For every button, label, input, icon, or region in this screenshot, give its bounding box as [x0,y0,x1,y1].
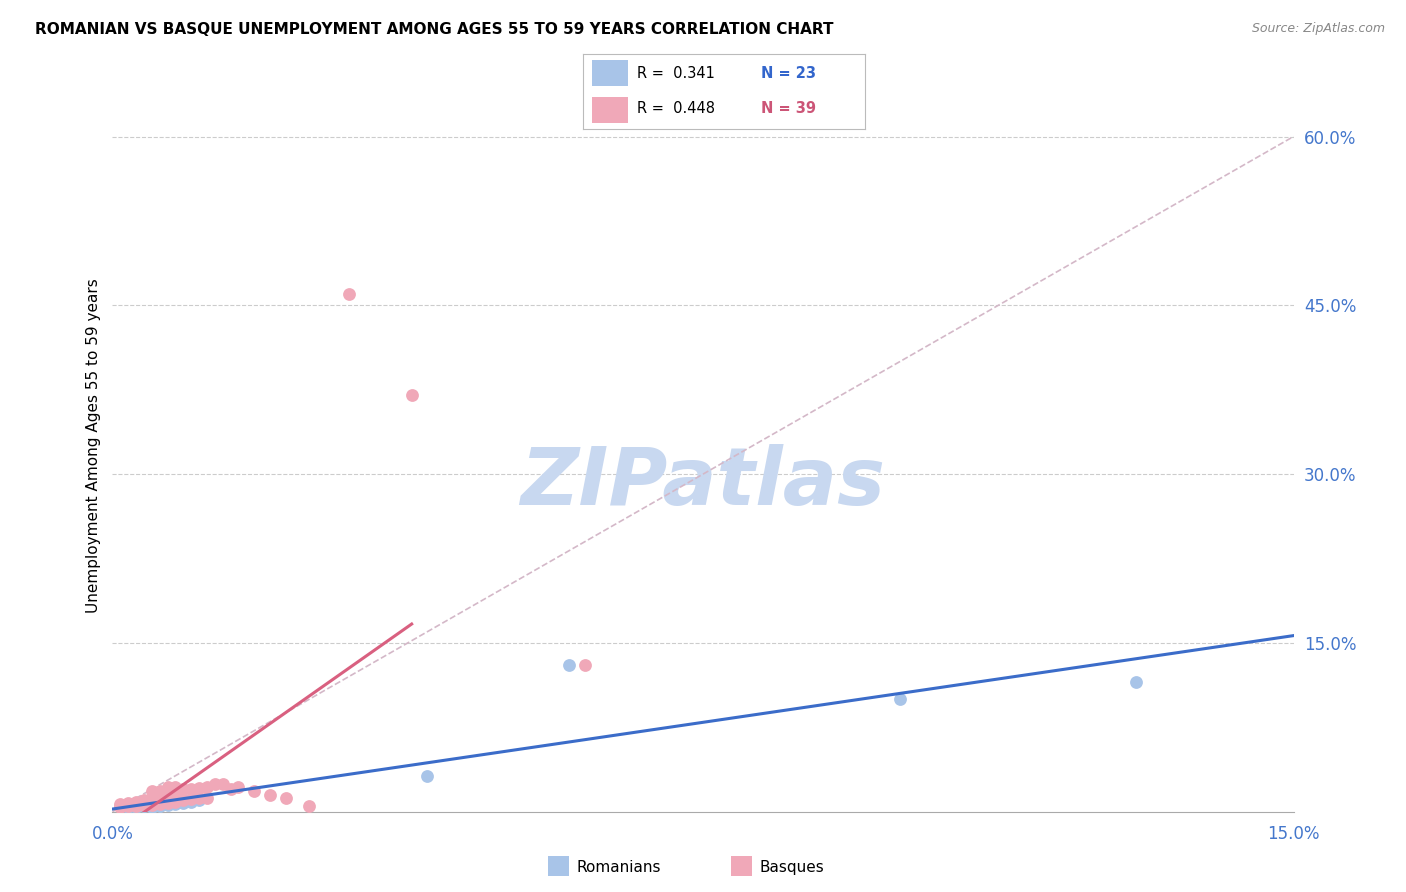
Romanians [125,797,148,812]
Romanians [125,800,148,814]
Basques [110,800,132,814]
Romanians [132,797,155,811]
Romanians [165,797,187,811]
Basques [188,791,211,805]
Basques [401,388,423,402]
Basques [195,791,218,805]
Romanians [149,795,172,809]
Basques [165,795,187,809]
Romanians [141,800,163,814]
Basques [165,780,187,794]
Bar [592,96,628,122]
Text: Source: ZipAtlas.com: Source: ZipAtlas.com [1251,22,1385,36]
Text: ROMANIAN VS BASQUE UNEMPLOYMENT AMONG AGES 55 TO 59 YEARS CORRELATION CHART: ROMANIAN VS BASQUE UNEMPLOYMENT AMONG AG… [35,22,834,37]
Text: ZIPatlas: ZIPatlas [520,443,886,522]
Basques [117,799,139,814]
Romanians [180,792,202,806]
Basques [188,781,211,796]
Basques [574,658,596,673]
Romanians [110,799,132,814]
Bar [592,61,628,87]
Basques [165,788,187,802]
Basques [243,784,266,798]
Basques [172,793,194,807]
Y-axis label: Unemployment Among Ages 55 to 59 years: Unemployment Among Ages 55 to 59 years [86,278,101,614]
Basques [141,797,163,812]
Basques [298,799,321,814]
Basques [274,791,297,805]
Basques [180,782,202,797]
Text: R =  0.448: R = 0.448 [637,102,714,116]
Basques [125,795,148,809]
Basques [156,790,179,805]
Romanians [149,799,172,814]
Basques [211,776,233,790]
Romanians [117,800,139,814]
Basques [195,780,218,794]
Text: N = 23: N = 23 [761,66,815,81]
Basques [228,780,250,794]
Romanians [180,795,202,809]
Basques [117,796,139,810]
Romanians [172,796,194,810]
Basques [337,287,360,301]
Romanians [149,797,172,811]
Basques [149,784,172,798]
Basques [110,797,132,811]
Basques [204,776,226,790]
Romanians [156,796,179,810]
Basques [149,791,172,805]
Romanians [156,797,179,812]
Text: R =  0.341: R = 0.341 [637,66,714,81]
Basques [172,782,194,797]
Romanians [416,769,439,783]
Romanians [141,797,163,812]
Basques [132,797,155,812]
Text: Basques: Basques [759,860,824,874]
Basques [219,782,242,797]
Basques [156,796,179,810]
Basques [149,797,172,811]
Basques [259,788,281,802]
Romanians [558,658,581,673]
Basques [156,780,179,794]
Romanians [188,793,211,807]
Romanians [132,799,155,814]
Basques [141,793,163,807]
Romanians [889,692,911,706]
Basques [141,784,163,798]
Romanians [1125,675,1147,690]
Text: Romanians: Romanians [576,860,661,874]
Romanians [117,797,139,812]
Text: N = 39: N = 39 [761,102,815,116]
Basques [132,793,155,807]
Basques [180,792,202,806]
Basques [125,799,148,814]
